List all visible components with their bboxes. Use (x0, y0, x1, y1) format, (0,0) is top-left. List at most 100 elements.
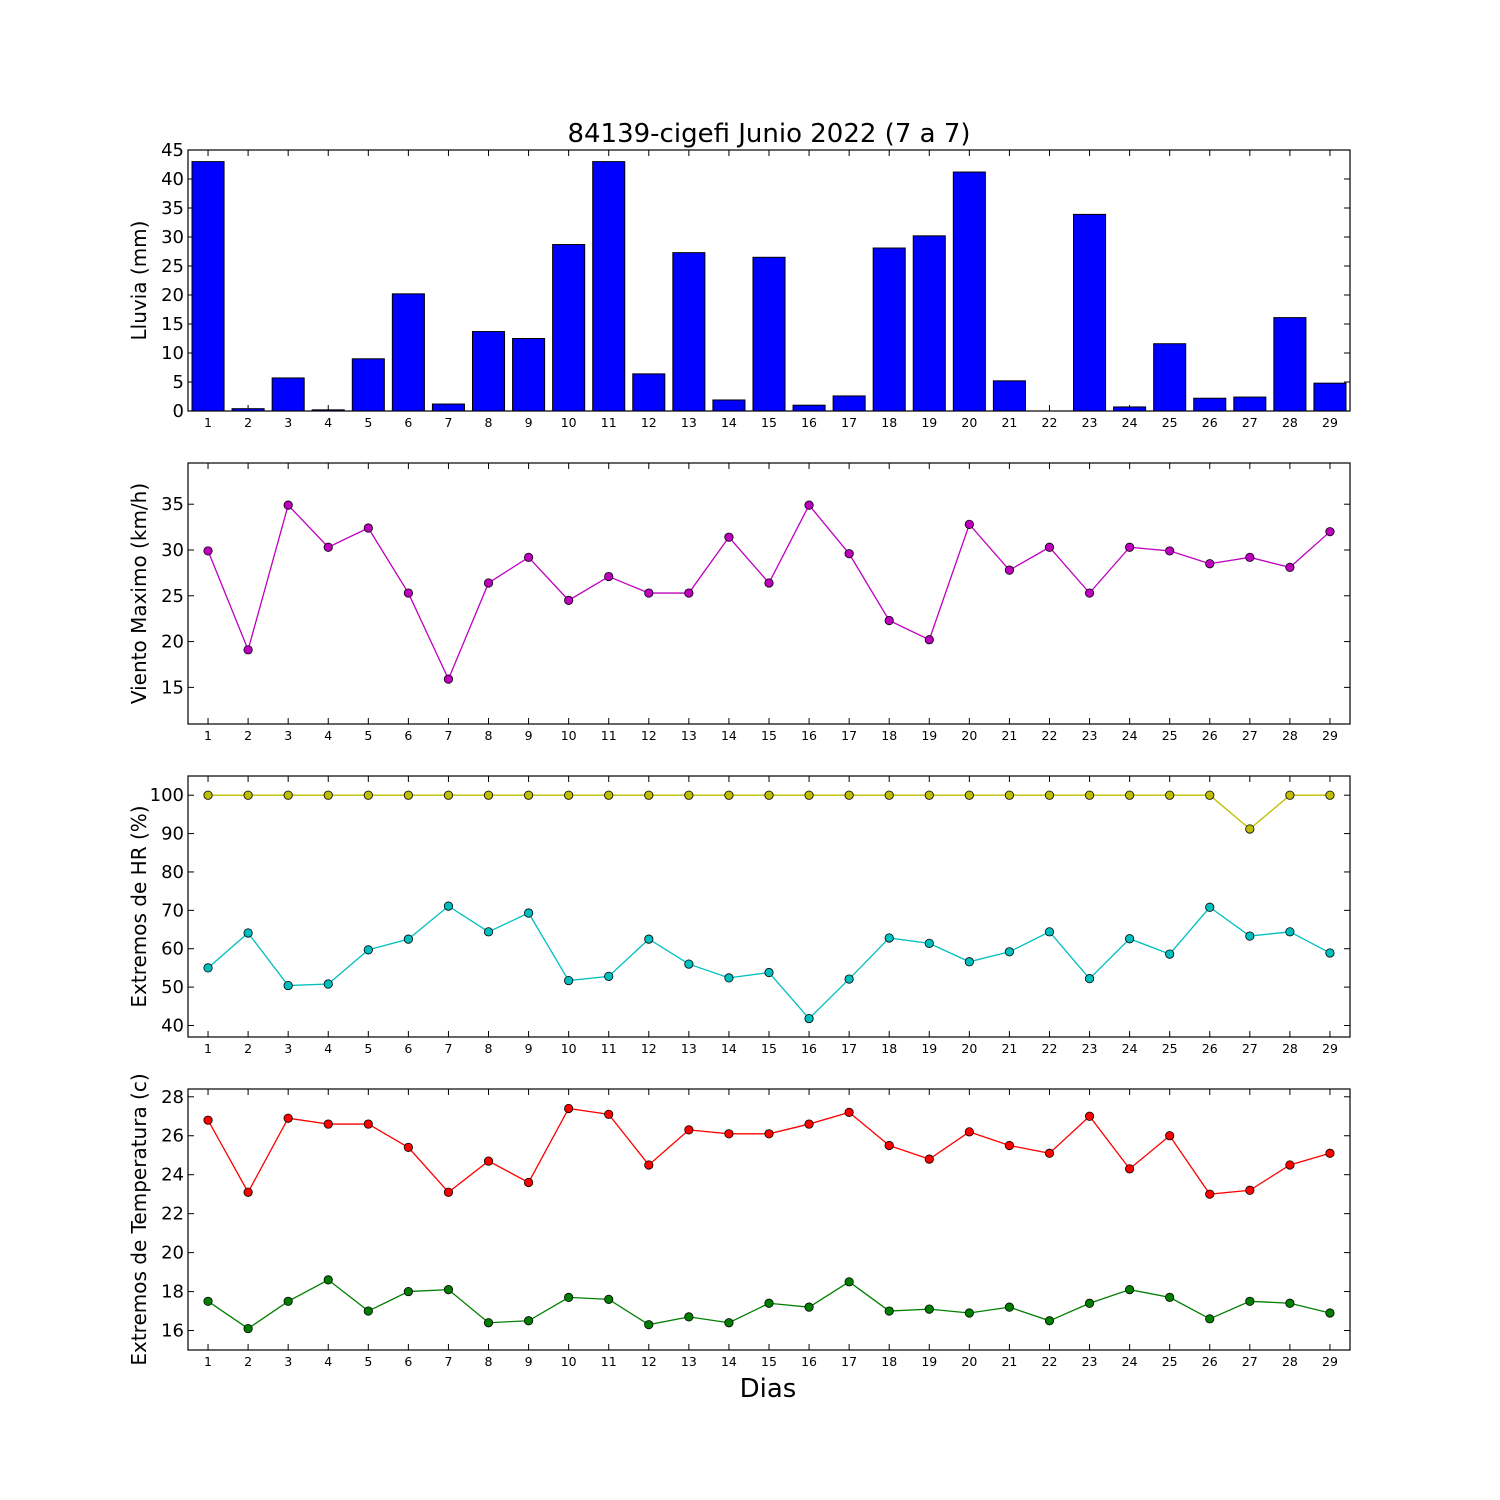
data-point (1044, 790, 1055, 800)
x-tick-label: 27 (1242, 1354, 1258, 1369)
x-tick-label: 18 (881, 415, 897, 430)
bar (512, 338, 546, 412)
x-tick-label: 9 (525, 1354, 533, 1369)
data-point (1084, 790, 1095, 800)
x-tick-label: 7 (444, 728, 452, 743)
data-point (924, 635, 934, 645)
x-tick-label: 12 (641, 1041, 657, 1056)
y-tick-label: 5 (173, 372, 184, 393)
data-point (684, 588, 694, 598)
x-tick-label: 15 (761, 415, 777, 430)
data-point (564, 975, 574, 986)
data-point (443, 1187, 454, 1197)
data-point (1245, 1185, 1255, 1195)
bar (311, 409, 345, 412)
y-tick-label: 10 (161, 343, 184, 364)
data-point (243, 1187, 253, 1197)
x-tick-label: 23 (1082, 728, 1098, 743)
y-tick-label: 80 (161, 862, 184, 883)
data-point (523, 908, 534, 918)
x-tick-label: 29 (1322, 728, 1338, 743)
x-tick-label: 26 (1202, 1041, 1218, 1056)
bar (752, 256, 786, 412)
data-point (323, 1275, 333, 1285)
data-point (483, 927, 494, 937)
data-point (1004, 1302, 1015, 1312)
data-point (804, 790, 814, 800)
x-tick-label: 7 (444, 1354, 452, 1369)
data-point (443, 674, 454, 684)
x-tick-label: 11 (601, 1354, 617, 1369)
data-point (804, 1302, 814, 1312)
data-point (924, 1154, 934, 1164)
data-point (884, 1140, 894, 1151)
y-axis-label: Extremos de Temperatura (c) (127, 1073, 151, 1365)
x-tick-label: 5 (364, 728, 372, 743)
x-tick-label: 26 (1202, 1354, 1218, 1369)
data-point (1245, 824, 1255, 834)
y-tick-label: 24 (161, 1165, 184, 1186)
data-point (644, 1320, 654, 1330)
y-tick-label: 60 (161, 939, 184, 960)
data-point (724, 1318, 734, 1328)
x-tick-label: 11 (601, 415, 617, 430)
x-tick-label: 3 (284, 415, 292, 430)
data-point (1285, 927, 1295, 937)
data-point (1245, 552, 1255, 562)
plot-frame (187, 775, 1351, 1038)
x-tick-label: 4 (324, 728, 332, 743)
x-tick-label: 14 (721, 1041, 737, 1056)
x-tick-label: 20 (961, 1041, 977, 1056)
data-point (764, 967, 774, 978)
data-point (604, 571, 614, 582)
data-point (243, 645, 253, 655)
x-tick-label: 1 (204, 1354, 212, 1369)
data-point (203, 546, 213, 556)
y-tick-label: 16 (161, 1321, 184, 1342)
bar (191, 161, 225, 412)
y-tick-label: 18 (161, 1282, 184, 1303)
data-point (1205, 902, 1215, 912)
data-point (804, 500, 814, 510)
x-tick-label: 12 (641, 1354, 657, 1369)
x-tick-label: 1 (204, 728, 212, 743)
data-point (443, 901, 454, 911)
bar (471, 331, 506, 412)
x-tick-label: 19 (921, 415, 937, 430)
data-point (564, 1103, 574, 1114)
data-point (1125, 790, 1135, 800)
data-point (1205, 559, 1215, 569)
data-point (403, 1142, 413, 1153)
data-point (684, 1125, 694, 1135)
y-tick-label: 35 (161, 198, 184, 219)
x-tick-label: 16 (801, 728, 817, 743)
x-tick-label: 1 (204, 1041, 212, 1056)
data-point (724, 973, 734, 983)
x-tick-label: 14 (721, 1354, 737, 1369)
data-point (363, 523, 373, 533)
data-point (764, 1298, 774, 1308)
data-point (203, 1296, 213, 1306)
bar (672, 252, 706, 412)
data-point (964, 1308, 974, 1318)
data-point (243, 1323, 253, 1334)
data-point (1165, 1131, 1175, 1141)
data-point (523, 790, 534, 800)
x-tick-label: 17 (841, 415, 857, 430)
x-tick-label: 21 (1001, 415, 1017, 430)
x-tick-label: 22 (1042, 1354, 1058, 1369)
bar (1073, 213, 1107, 412)
data-point (523, 552, 534, 562)
bar (1233, 396, 1267, 412)
data-point (844, 790, 854, 800)
data-point (1205, 1314, 1215, 1324)
x-tick-label: 16 (801, 1041, 817, 1056)
x-tick-label: 24 (1122, 415, 1138, 430)
x-tick-label: 17 (841, 1354, 857, 1369)
bar (351, 358, 385, 412)
x-tick-label: 23 (1082, 1041, 1098, 1056)
x-tick-label: 3 (284, 1354, 292, 1369)
x-tick-label: 14 (721, 728, 737, 743)
